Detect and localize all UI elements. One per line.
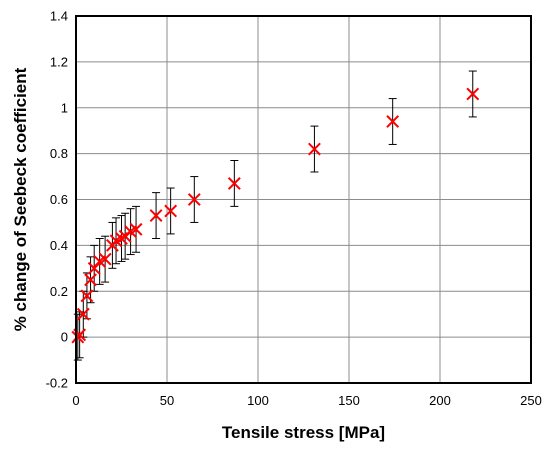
- y-tick-labels: -0.2 0 0.2 0.4 0.6 0.8 1 1.2 1.4: [46, 9, 68, 391]
- data-point: [98, 252, 112, 266]
- x-tick-label: 0: [72, 393, 79, 408]
- x-tick-label: 250: [520, 393, 542, 408]
- data-markers: [71, 87, 480, 344]
- y-tick-label: 1: [61, 100, 68, 115]
- data-point: [84, 273, 97, 287]
- y-tick-label: 0: [61, 330, 68, 345]
- x-tick-label: 50: [160, 393, 174, 408]
- data-point: [76, 307, 90, 321]
- y-tick-label: 1.4: [50, 9, 68, 24]
- data-point: [149, 209, 163, 222]
- plot-frame: [75, 15, 532, 384]
- data-point: [80, 289, 94, 303]
- data-point: [87, 261, 101, 275]
- y-tick-label: 0.6: [50, 192, 68, 207]
- x-tick-labels: 0 50 100 150 200 250: [72, 393, 541, 408]
- data-point: [386, 115, 400, 128]
- data-point: [129, 222, 143, 236]
- grid-lines: [76, 16, 531, 383]
- y-tick-label: 0.2: [50, 284, 68, 299]
- y-tick-label: 1.2: [50, 54, 68, 69]
- data-point: [187, 193, 201, 206]
- error-bars: [73, 70, 477, 361]
- x-axis-title: Tensile stress [MPa]: [222, 423, 385, 442]
- x-tick-label: 200: [429, 393, 451, 408]
- y-axis-title: % change of Seebeck coefficient: [11, 67, 30, 331]
- x-tick-label: 100: [247, 393, 269, 408]
- data-point: [308, 142, 321, 156]
- y-tick-label: 0.8: [50, 146, 68, 161]
- y-tick-label: 0.4: [50, 238, 68, 253]
- data-point: [227, 177, 241, 190]
- data-point: [466, 87, 480, 101]
- y-tick-label: -0.2: [46, 376, 68, 391]
- x-tick-label: 150: [338, 393, 360, 408]
- data-point: [164, 204, 178, 218]
